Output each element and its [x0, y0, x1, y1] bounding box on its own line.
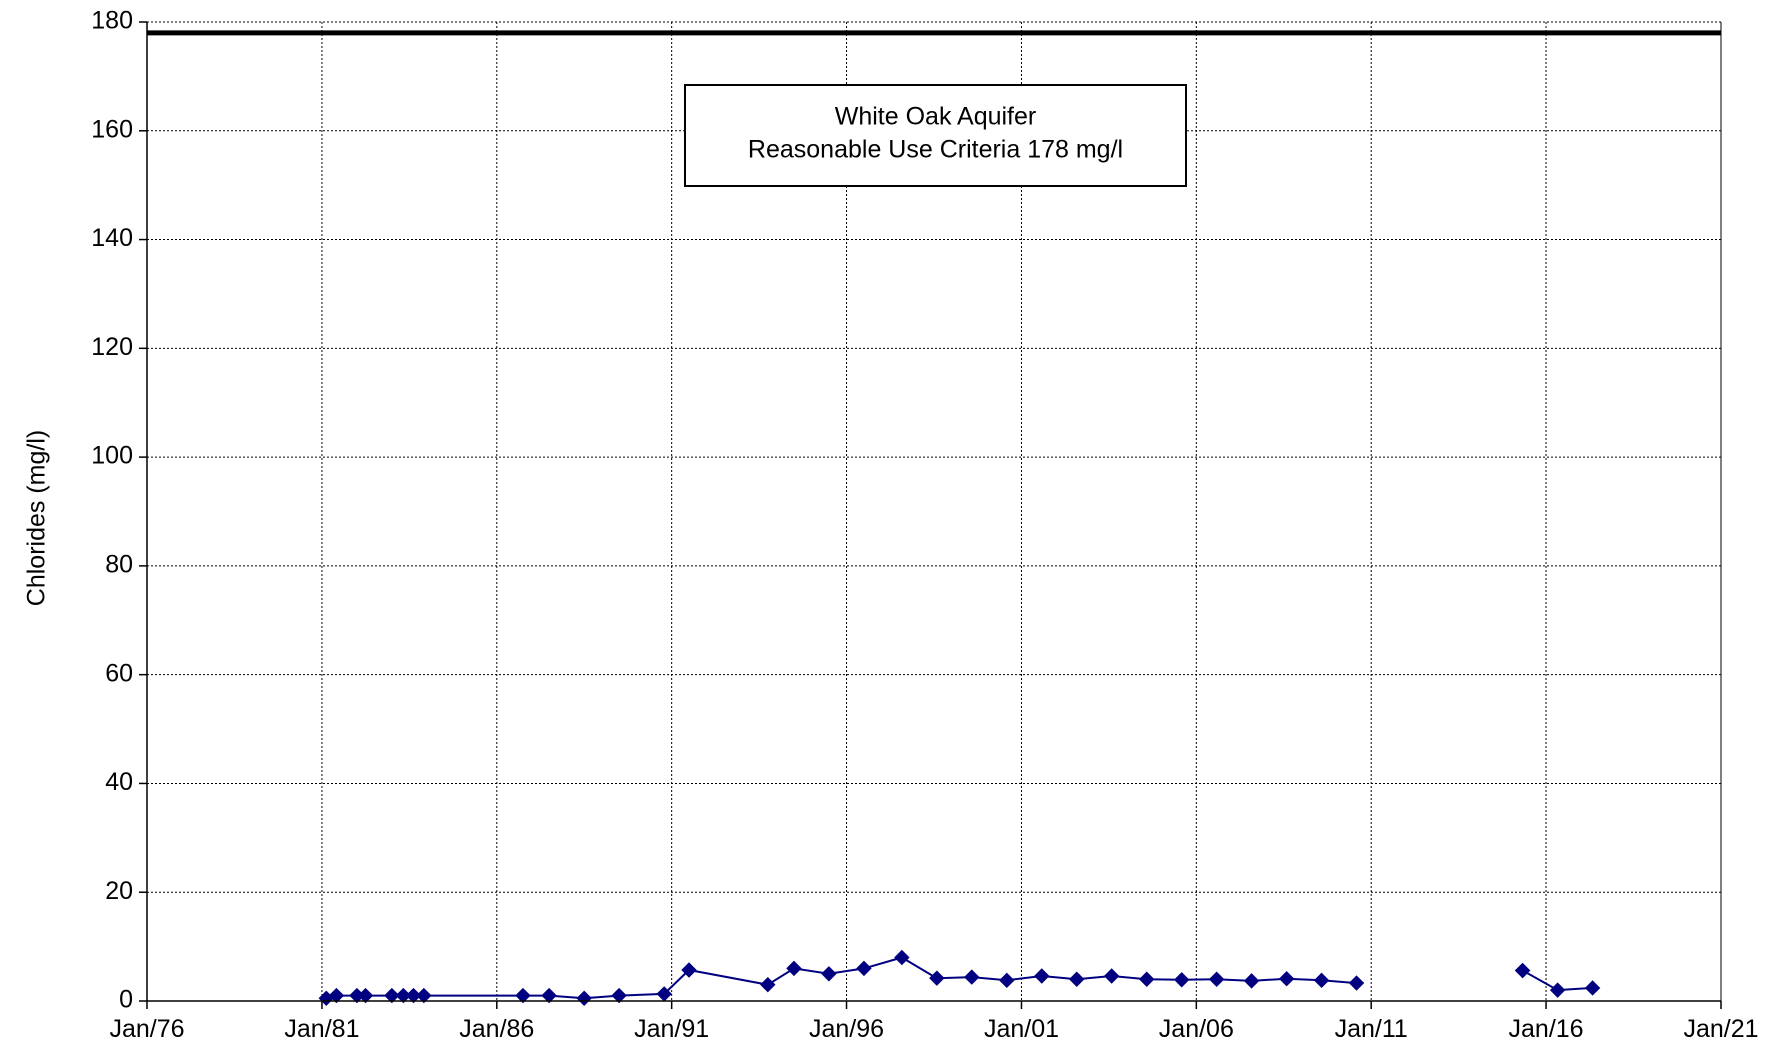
data-point — [1313, 972, 1330, 989]
data-point — [1584, 980, 1601, 996]
data-point — [405, 987, 422, 1004]
x-tick-label: Jan/81 — [284, 1015, 359, 1043]
data-point — [1069, 971, 1085, 987]
data-point — [786, 960, 802, 977]
x-tick-label: Jan/91 — [634, 1015, 709, 1043]
data-point — [1034, 968, 1050, 984]
data-point — [964, 969, 980, 985]
data-point — [515, 987, 531, 1004]
axes: 0 20 40 60 80 100 120 140 160 180 Jan/76 Jan/81 Jan/… — [91, 7, 1758, 1043]
y-tick-label: 160 — [91, 115, 133, 143]
x-tick-label: Jan/01 — [984, 1015, 1059, 1043]
data-point — [856, 960, 872, 977]
x-tick-label: Jan/86 — [459, 1015, 534, 1043]
x-tick-label: Jan/16 — [1509, 1015, 1584, 1043]
data-point — [1173, 972, 1190, 988]
y-tick-label: 80 — [105, 550, 133, 578]
y-axis-title: Chlorides (mg/l) — [23, 430, 51, 606]
x-tick-label: Jan/06 — [1159, 1015, 1234, 1043]
data-point — [1103, 968, 1120, 984]
data-point — [328, 987, 345, 1004]
y-tick-label: 0 — [119, 986, 133, 1014]
data-point — [541, 987, 557, 1004]
x-tick-label: Jan/96 — [809, 1015, 884, 1043]
x-tick-label: Jan/11 — [1335, 1015, 1408, 1043]
grid — [147, 21, 1722, 1001]
y-tick-label: 180 — [91, 7, 133, 35]
data-point — [1348, 975, 1365, 991]
data-point — [416, 987, 432, 1004]
y-tick-label: 40 — [105, 768, 133, 796]
y-tick-label: 140 — [91, 224, 133, 252]
data-point — [395, 987, 412, 1004]
y-tick-label: 20 — [105, 877, 133, 905]
data-point — [821, 966, 837, 982]
x-tick-label: Jan/21 — [1683, 1015, 1758, 1043]
data-point — [999, 972, 1015, 989]
data-point — [384, 987, 400, 1004]
data-point — [929, 970, 945, 986]
data-point — [1514, 962, 1531, 979]
annotation-frame — [684, 84, 1187, 187]
data-point — [576, 990, 592, 1006]
data-point — [611, 987, 627, 1004]
data-point — [681, 962, 697, 978]
data-point — [894, 949, 910, 966]
y-tick-label: 120 — [91, 333, 133, 361]
data-point — [1139, 971, 1155, 987]
data-point — [1549, 982, 1566, 998]
x-tick-label: Jan/76 — [109, 1015, 184, 1043]
series-group — [318, 949, 1601, 1006]
annotation-box: White Oak Aquifer Reasonable Use Criteri… — [684, 84, 1187, 187]
data-point — [1278, 970, 1295, 987]
data-point — [1208, 971, 1225, 987]
data-point — [760, 976, 776, 993]
y-tick-label: 60 — [105, 659, 133, 687]
annotation-line-1: White Oak Aquifer — [835, 103, 1036, 131]
y-tick-label: 100 — [91, 442, 133, 470]
data-point — [357, 987, 374, 1004]
data-point — [1243, 973, 1260, 989]
annotation-line-2: Reasonable Use Criteria 178 mg/l — [748, 136, 1123, 164]
